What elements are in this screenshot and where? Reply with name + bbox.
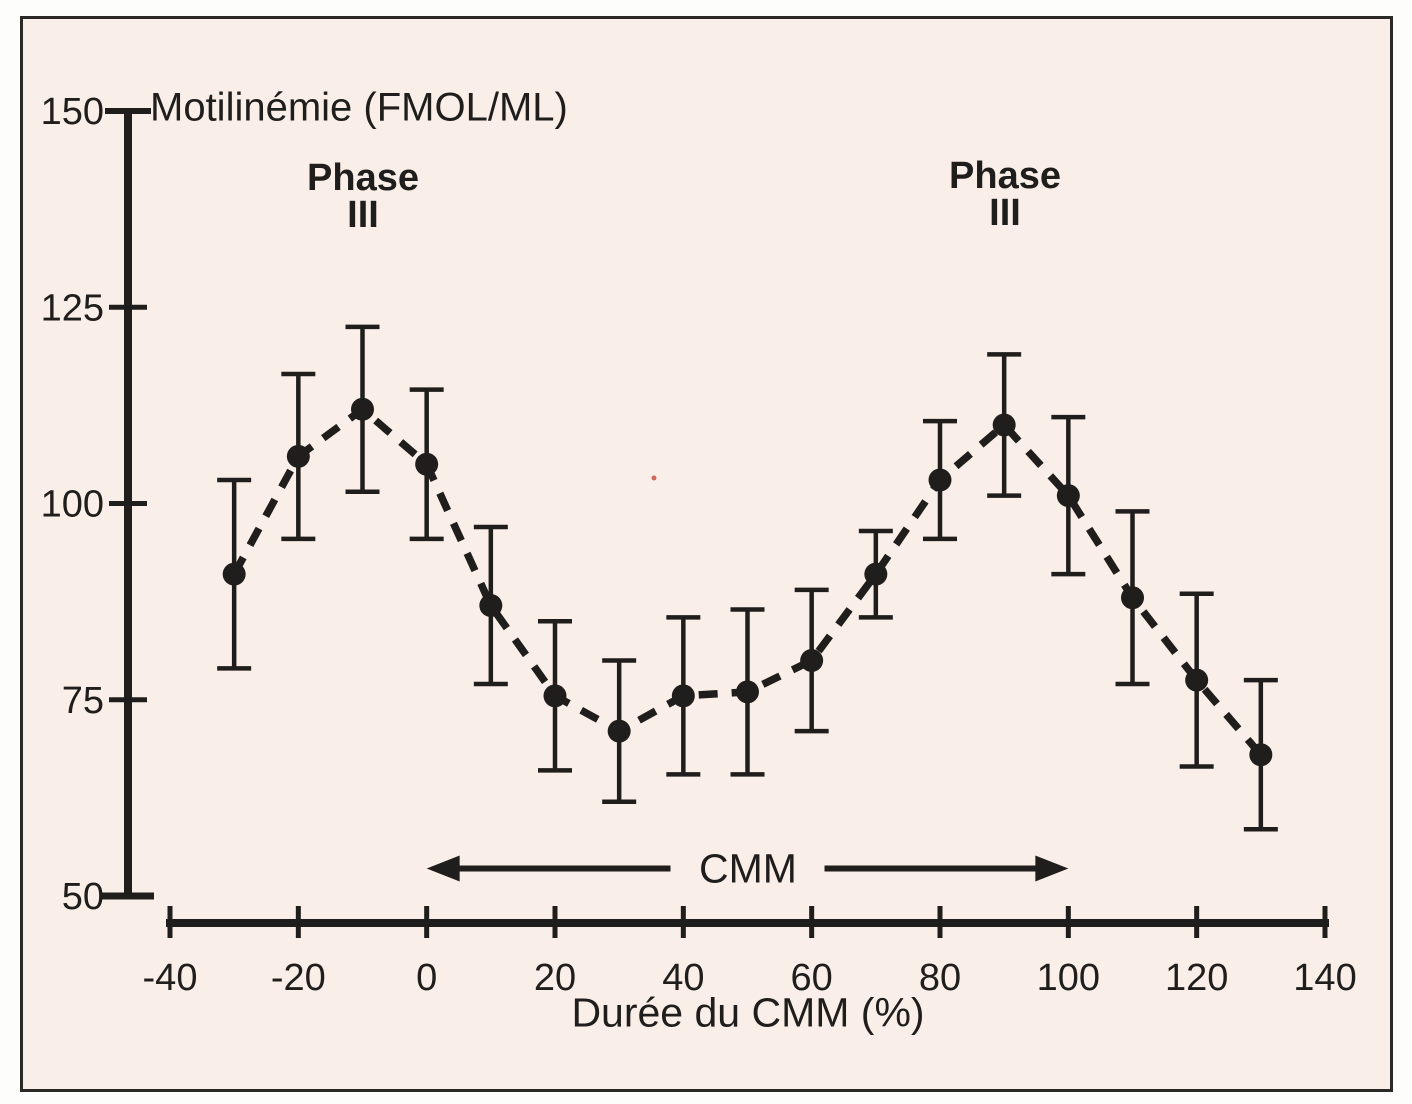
y-tick-label: 75 [62, 680, 104, 722]
y-tick-label: 125 [41, 287, 104, 329]
phase-label-left-line2: III [347, 194, 379, 236]
phase-label-right-line1: Phase [949, 155, 1061, 197]
y-tick-label: 50 [62, 876, 104, 918]
scan-speck-artifact [651, 475, 657, 481]
data-point [286, 444, 310, 468]
data-point [736, 680, 759, 704]
data-point [479, 594, 503, 618]
data-point [1121, 586, 1144, 610]
data-point [800, 649, 824, 672]
x-tick-label: 0 [416, 957, 437, 999]
data-point [1185, 668, 1209, 692]
cmm-arrow-head-left [426, 855, 460, 882]
cmm-arrow-head-right [1035, 855, 1069, 882]
x-tick-label: -40 [143, 957, 198, 999]
data-point [671, 684, 695, 708]
x-tick-label: 100 [1037, 957, 1100, 999]
x-tick-label: 120 [1165, 957, 1228, 999]
data-point [607, 719, 631, 743]
x-tick-label: 80 [919, 957, 961, 999]
data-point [222, 562, 246, 586]
y-tick-label: 150 [41, 91, 104, 133]
x-tick-label: 60 [791, 957, 833, 999]
y-tick-label: 100 [41, 484, 104, 526]
data-point [992, 413, 1016, 437]
y-axis-title: Motilinémie (FMOL/ML) [150, 85, 568, 130]
phase-label-left: Phase III [307, 157, 419, 236]
data-point [351, 397, 374, 421]
figure-frame [20, 16, 1393, 1092]
x-tick-label: -20 [271, 957, 326, 999]
x-tick-label: 140 [1293, 957, 1356, 999]
cmm-annotation-label: CMM [699, 845, 797, 892]
x-tick-label: 20 [534, 957, 576, 999]
data-point [415, 452, 439, 476]
x-tick-label: 40 [662, 957, 704, 999]
phase-label-left-line1: Phase [307, 157, 419, 199]
phase-label-right-line2: III [989, 192, 1021, 234]
data-point [928, 468, 952, 492]
data-point [864, 562, 888, 586]
x-axis-title: Durée du CMM (%) [571, 989, 925, 1036]
data-point [1056, 484, 1080, 508]
data-point [1249, 743, 1273, 767]
phase-label-right: Phase III [949, 155, 1061, 234]
data-point [543, 684, 567, 708]
